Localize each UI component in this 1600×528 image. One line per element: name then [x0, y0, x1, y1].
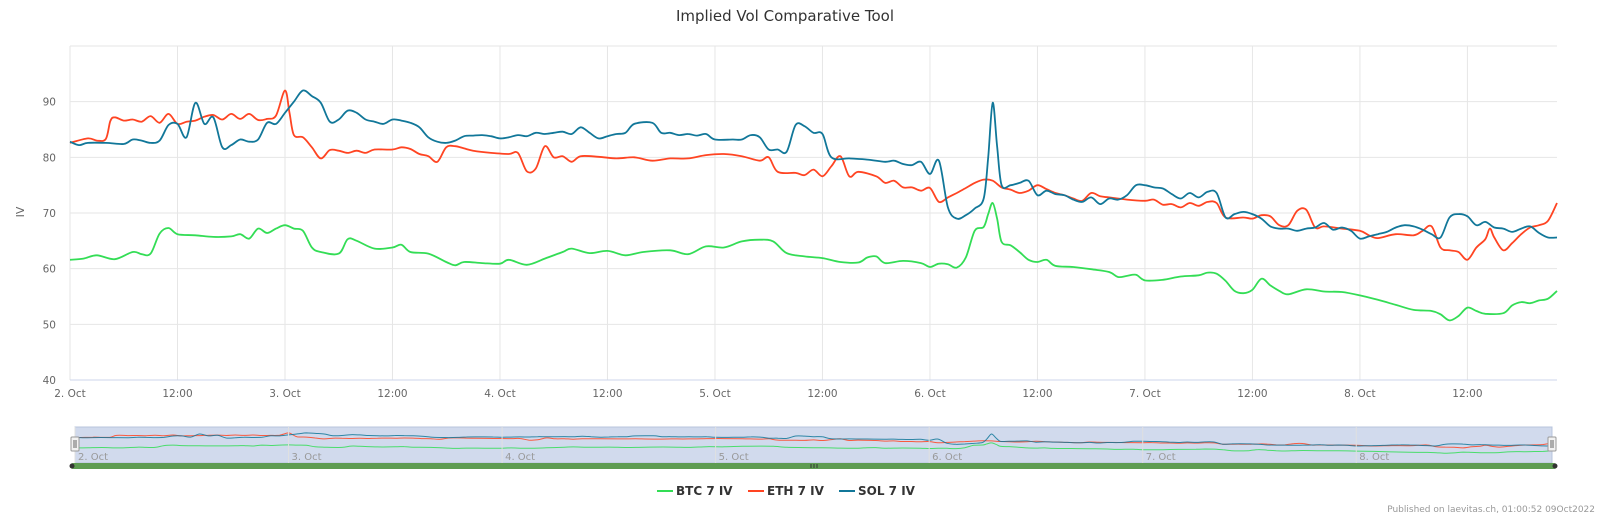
- x-tick-label: 2. Oct: [54, 388, 86, 400]
- chart-title: Implied Vol Comparative Tool: [676, 7, 894, 25]
- legend-item-eth[interactable]: ETH 7 IV: [748, 484, 825, 498]
- scrollbar-right-arrow[interactable]: [1552, 463, 1558, 469]
- x-tick-label: 6. Oct: [914, 388, 946, 400]
- x-tick-label: 4. Oct: [484, 388, 516, 400]
- x-tick-label: 5. Oct: [699, 388, 731, 400]
- series-line-eth[interactable]: [69, 89, 1558, 261]
- navigator-series-line: [74, 432, 1553, 447]
- y-tick-label: 90: [43, 97, 56, 109]
- x-tick-label: 12:00: [807, 388, 837, 400]
- navigator-tick-label: 7. Oct: [1146, 452, 1176, 463]
- series-line-sol[interactable]: [69, 89, 1558, 240]
- x-tick-label: 12:00: [377, 388, 407, 400]
- navigator-tick-label: 3. Oct: [292, 452, 322, 463]
- legend-label: ETH 7 IV: [767, 484, 825, 498]
- legend-label: BTC 7 IV: [676, 484, 733, 498]
- legend-item-sol[interactable]: SOL 7 IV: [839, 484, 916, 498]
- grid: [69, 45, 1557, 381]
- x-tick-label: 12:00: [162, 388, 192, 400]
- x-tick-label: 3. Oct: [269, 388, 301, 400]
- series-line-btc[interactable]: [69, 202, 1558, 322]
- y-tick-label: 80: [43, 152, 56, 164]
- series-lines[interactable]: [69, 89, 1558, 322]
- y-tick-label: 50: [43, 319, 56, 331]
- y-tick-label: 60: [43, 264, 56, 276]
- x-tick-label: 12:00: [1022, 388, 1052, 400]
- navigator-tick-label: 6. Oct: [932, 452, 962, 463]
- y-axis-ticks: 40 50 60 70 80 90: [43, 97, 56, 387]
- x-tick-label: 12:00: [592, 388, 622, 400]
- y-tick-label: 40: [43, 375, 56, 387]
- x-tick-label: 12:00: [1237, 388, 1267, 400]
- legend-item-btc[interactable]: BTC 7 IV: [657, 484, 733, 498]
- credit-text[interactable]: Published on laevitas.ch, 01:00:52 09Oct…: [1387, 505, 1595, 515]
- x-tick-label: 8. Oct: [1344, 388, 1376, 400]
- scrollbar-left-arrow[interactable]: [69, 463, 75, 469]
- navigator[interactable]: 2. Oct 3. Oct 4. Oct 5. Oct 6. Oct 7. Oct 8. O…: [69, 426, 1558, 469]
- x-tick-label: 7. Oct: [1129, 388, 1161, 400]
- navigator-tick-label: 2. Oct: [78, 452, 108, 463]
- y-axis-label: IV: [14, 206, 27, 217]
- y-tick-label: 70: [43, 208, 56, 220]
- navigator-right-handle[interactable]: [1547, 436, 1557, 452]
- navigator-series-line: [74, 442, 1553, 454]
- legend[interactable]: BTC 7 IV ETH 7 IV SOL 7 IV: [657, 484, 916, 498]
- navigator-tick-label: 8. Oct: [1359, 452, 1389, 463]
- x-tick-label: 12:00: [1452, 388, 1482, 400]
- navigator-tick-label: 5. Oct: [719, 452, 749, 463]
- navigator-tick-label: 4. Oct: [505, 452, 535, 463]
- x-axis-ticks: 2. Oct 12:00 3. Oct 12:00 4. Oct 12:00 5. Oct 1…: [54, 388, 1482, 400]
- legend-label: SOL 7 IV: [858, 484, 916, 498]
- navigator-left-handle[interactable]: [70, 436, 80, 452]
